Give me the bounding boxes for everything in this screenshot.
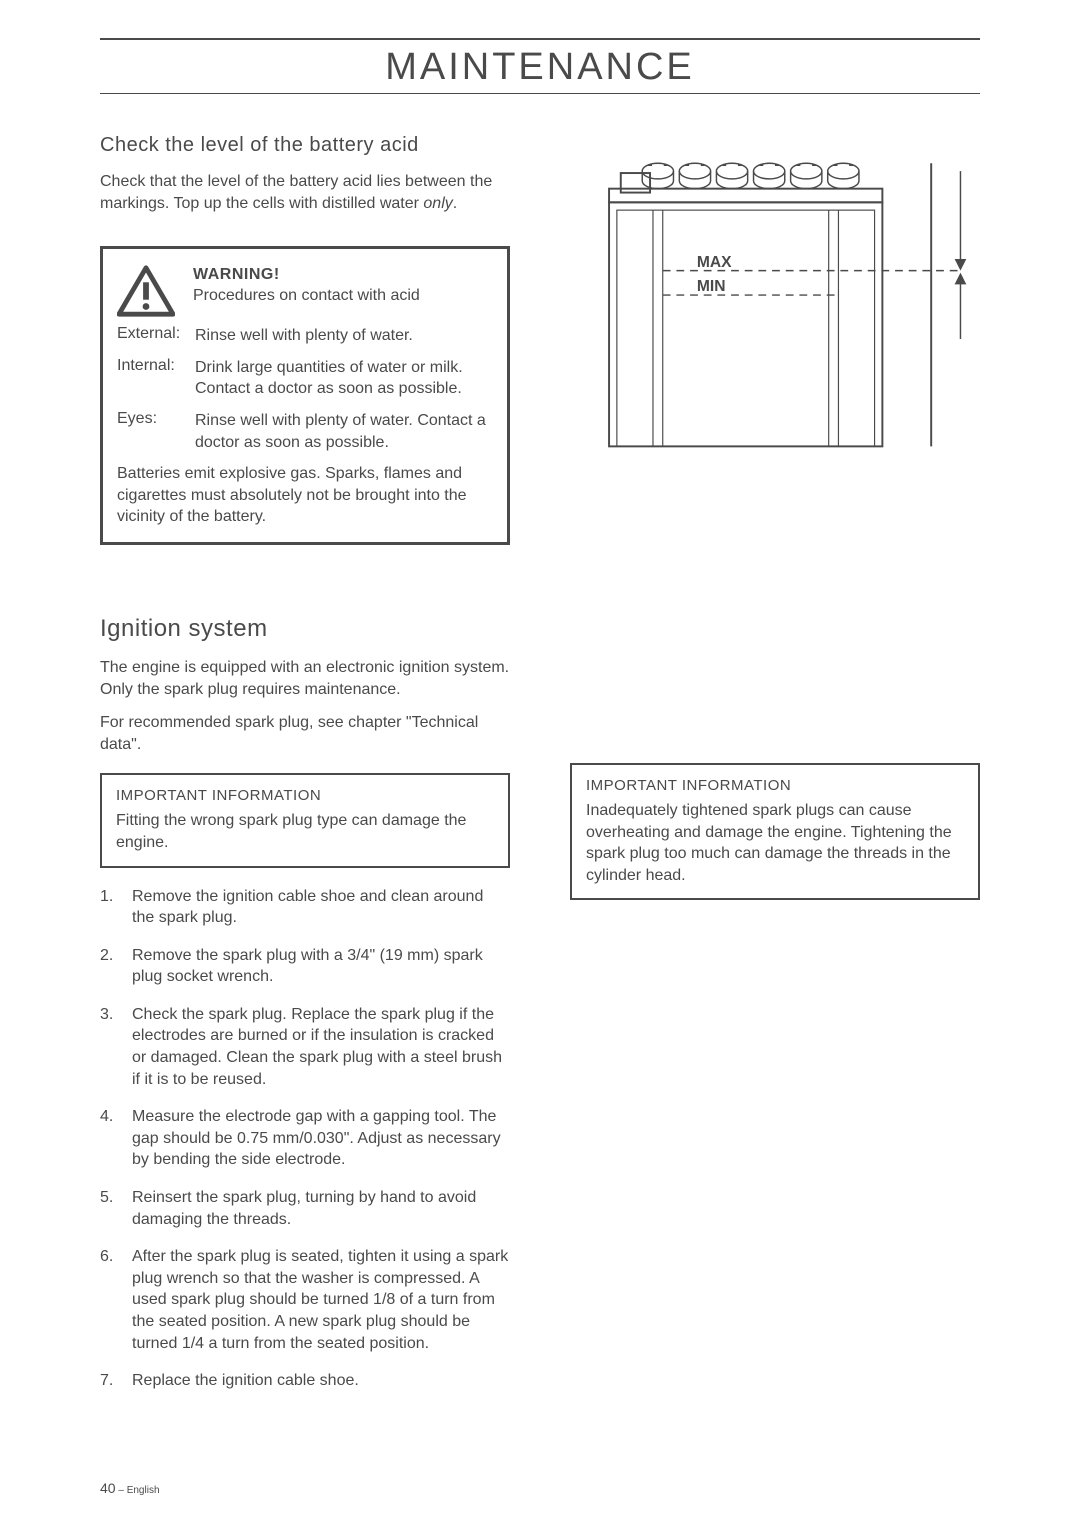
step-3-num: 3. xyxy=(100,1004,132,1090)
warning-title: WARNING! xyxy=(193,265,420,286)
ignition-right: IMPORTANT INFORMATION Inadequately tight… xyxy=(570,615,980,1408)
warning-icon xyxy=(117,265,175,317)
step-3-text: Check the spark plug. Replace the spark … xyxy=(132,1004,510,1090)
info-box-1: IMPORTANT INFORMATION Fitting the wrong … xyxy=(100,773,510,867)
step-4-text: Measure the electrode gap with a gapping… xyxy=(132,1106,510,1171)
warning-row-2-label: Eyes: xyxy=(117,410,195,453)
ignition-row: Ignition system The engine is equipped w… xyxy=(100,615,980,1408)
battery-left: Check the level of the battery acid Chec… xyxy=(100,134,510,545)
info-box-2: IMPORTANT INFORMATION Inadequately tight… xyxy=(570,763,980,900)
step-6-text: After the spark plug is seated, tighten … xyxy=(132,1246,510,1354)
battery-max-label: MAX xyxy=(697,254,732,271)
battery-right: MAX MIN xyxy=(570,134,980,545)
header-block: MAINTENANCE xyxy=(100,0,980,94)
battery-heading: Check the level of the battery acid xyxy=(100,134,510,157)
step-2-num: 2. xyxy=(100,945,132,988)
page-title: MAINTENANCE xyxy=(100,40,980,93)
content: Check the level of the battery acid Chec… xyxy=(100,94,980,1408)
ignition-left: Ignition system The engine is equipped w… xyxy=(100,615,510,1408)
info-box-1-body: Fitting the wrong spark plug type can da… xyxy=(116,810,494,853)
warning-row-1-body: Drink large quantities of water or milk.… xyxy=(195,357,493,400)
steps-list: 1.Remove the ignition cable shoe and cle… xyxy=(100,886,510,1392)
step-4: 4.Measure the electrode gap with a gappi… xyxy=(100,1106,510,1171)
step-5-num: 5. xyxy=(100,1187,132,1230)
ignition-heading: Ignition system xyxy=(100,615,510,643)
step-4-num: 4. xyxy=(100,1106,132,1171)
spacer xyxy=(570,615,980,745)
warning-footer: Batteries emit explosive gas. Sparks, fl… xyxy=(117,463,493,528)
warning-row-2: Eyes: Rinse well with plenty of water. C… xyxy=(117,410,493,453)
step-5: 5.Reinsert the spark plug, turning by ha… xyxy=(100,1187,510,1230)
step-2-text: Remove the spark plug with a 3/4" (19 mm… xyxy=(132,945,510,988)
page-num-sep: – xyxy=(116,1485,127,1496)
battery-intro: Check that the level of the battery acid… xyxy=(100,171,510,214)
battery-intro-b: . xyxy=(453,195,457,212)
step-1-text: Remove the ignition cable shoe and clean… xyxy=(132,886,510,929)
ignition-p1: The engine is equipped with an electroni… xyxy=(100,657,510,700)
warning-row-1-label: Internal: xyxy=(117,357,195,400)
page-num-lang: English xyxy=(127,1485,160,1496)
warning-row-2-body: Rinse well with plenty of water. Contact… xyxy=(195,410,493,453)
warning-row-0-body: Rinse well with plenty of water. xyxy=(195,325,493,347)
info-box-1-title: IMPORTANT INFORMATION xyxy=(116,787,494,804)
page-num-value: 40 xyxy=(100,1480,116,1496)
warning-head: WARNING! Procedures on contact with acid xyxy=(117,265,493,317)
ignition-p2: For recommended spark plug, see chapter … xyxy=(100,712,510,755)
battery-intro-italic: only xyxy=(423,195,452,212)
step-2: 2.Remove the spark plug with a 3/4" (19 … xyxy=(100,945,510,988)
page: MAINTENANCE Check the level of the batte… xyxy=(0,0,1080,1528)
page-number: 40 – English xyxy=(100,1480,160,1496)
step-7-text: Replace the ignition cable shoe. xyxy=(132,1370,510,1392)
step-7-num: 7. xyxy=(100,1370,132,1392)
info-box-2-title: IMPORTANT INFORMATION xyxy=(586,777,964,794)
battery-diagram: MAX MIN xyxy=(570,134,980,466)
warning-subtitle: Procedures on contact with acid xyxy=(193,286,420,307)
warning-box: WARNING! Procedures on contact with acid… xyxy=(100,246,510,545)
step-3: 3.Check the spark plug. Replace the spar… xyxy=(100,1004,510,1090)
warning-head-text: WARNING! Procedures on contact with acid xyxy=(193,265,420,307)
warning-row-1: Internal: Drink large quantities of wate… xyxy=(117,357,493,400)
step-5-text: Reinsert the spark plug, turning by hand… xyxy=(132,1187,510,1230)
step-6: 6.After the spark plug is seated, tighte… xyxy=(100,1246,510,1354)
warning-row-0: External: Rinse well with plenty of wate… xyxy=(117,325,493,347)
step-1: 1.Remove the ignition cable shoe and cle… xyxy=(100,886,510,929)
battery-row: Check the level of the battery acid Chec… xyxy=(100,134,980,545)
battery-min-label: MIN xyxy=(697,278,726,295)
step-7: 7.Replace the ignition cable shoe. xyxy=(100,1370,510,1392)
step-1-num: 1. xyxy=(100,886,132,929)
warning-row-0-label: External: xyxy=(117,325,195,347)
step-6-num: 6. xyxy=(100,1246,132,1354)
info-box-2-body: Inadequately tightened spark plugs can c… xyxy=(586,800,964,886)
